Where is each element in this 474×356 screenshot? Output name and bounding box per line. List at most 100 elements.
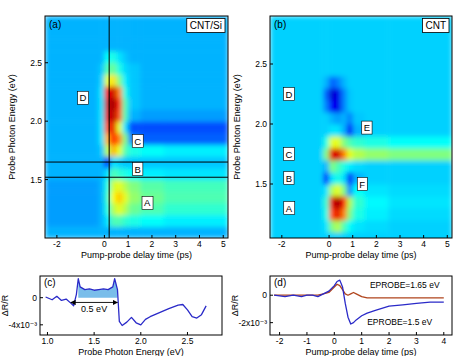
heatmap-cell bbox=[104, 133, 110, 145]
heatmap-cell bbox=[347, 112, 353, 125]
sample-label-box bbox=[187, 19, 225, 33]
annotation: 0.5 eV bbox=[81, 304, 107, 314]
x-tick bbox=[56, 235, 57, 238]
heatmap-cell bbox=[347, 160, 353, 173]
heatmap-cell bbox=[116, 203, 122, 215]
heatmap-cell bbox=[128, 63, 140, 75]
x-tick bbox=[376, 235, 377, 238]
heatmap-cell bbox=[365, 172, 389, 185]
x-tick bbox=[47, 332, 48, 335]
heatmap-cell bbox=[335, 184, 341, 197]
peak-label: C bbox=[283, 148, 294, 161]
heatmap-cell bbox=[323, 196, 329, 209]
heatmap-cell bbox=[341, 124, 347, 137]
heatmap-cell bbox=[164, 63, 228, 75]
heatmap-cell bbox=[341, 148, 347, 161]
heatmap-cell bbox=[329, 136, 335, 149]
heatmap-cell bbox=[335, 136, 341, 149]
heatmap-cell bbox=[341, 52, 347, 65]
heatmap-cell bbox=[347, 76, 353, 89]
heatmap-cell bbox=[353, 136, 365, 149]
heatmap-cell bbox=[323, 88, 329, 101]
x-tick bbox=[175, 235, 176, 238]
heatmap-cell bbox=[140, 63, 164, 75]
heatmap-cell bbox=[164, 121, 228, 133]
heatmap-cell bbox=[270, 148, 324, 161]
heatmap-cell bbox=[110, 51, 116, 63]
y-tick bbox=[270, 64, 273, 65]
heatmap-cell bbox=[270, 232, 324, 238]
x-tick-label: 4 bbox=[441, 336, 446, 346]
heatmap-cell bbox=[335, 124, 341, 137]
heatmap-cell bbox=[270, 136, 324, 149]
heatmap-cell bbox=[122, 215, 128, 227]
heatmap-cell bbox=[98, 215, 104, 227]
heatmap-cell bbox=[388, 112, 452, 125]
x-tick bbox=[306, 332, 307, 335]
x-tick-label: -2 bbox=[278, 239, 286, 249]
heatmap-cell bbox=[365, 76, 389, 89]
heatmap-cell bbox=[104, 191, 110, 203]
heatmap-cell bbox=[341, 112, 347, 125]
y-tick bbox=[270, 184, 273, 185]
heatmap-cell bbox=[98, 16, 104, 28]
heatmap-cell bbox=[329, 40, 335, 53]
series-label: EPROBE=1.5 eV bbox=[367, 317, 432, 327]
heatmap-cell bbox=[116, 86, 122, 98]
x-tick bbox=[400, 235, 401, 238]
heatmap-cell bbox=[353, 208, 365, 221]
heatmap-cell bbox=[323, 40, 329, 53]
heatmap-cell bbox=[329, 16, 335, 29]
cut-line bbox=[109, 16, 110, 238]
heatmap-cell bbox=[122, 28, 128, 40]
heatmap-cell bbox=[45, 215, 99, 227]
peak-label: A bbox=[284, 202, 295, 215]
heatmap-cell bbox=[329, 88, 335, 101]
heatmap-cell bbox=[140, 16, 164, 28]
heatmap-cell bbox=[323, 172, 329, 185]
x-axis-title: Probe Photon Energy (eV) bbox=[78, 347, 184, 356]
peak-label: B bbox=[284, 172, 294, 185]
peak-label-text: B bbox=[135, 164, 141, 175]
x-tick-label: 1 bbox=[126, 239, 131, 249]
heatmap-cell bbox=[329, 148, 335, 161]
heatmap-cell bbox=[122, 39, 128, 51]
x-tick bbox=[187, 332, 188, 335]
heatmap-cell bbox=[45, 109, 99, 121]
heatmap-cell bbox=[323, 148, 329, 161]
heatmap-cell bbox=[323, 220, 329, 233]
y-axis-title: Probe Photon Energy (eV) bbox=[232, 74, 242, 180]
x-tick bbox=[151, 235, 152, 238]
heatmap-cell bbox=[388, 148, 452, 161]
heatmap-cell bbox=[347, 220, 353, 233]
heatmap-cell bbox=[128, 121, 140, 133]
heatmap-cell bbox=[347, 88, 353, 101]
heatmap-cell bbox=[335, 52, 341, 65]
heatmap-cell bbox=[164, 203, 228, 215]
heatmap-cell bbox=[323, 28, 329, 41]
heatmap-cell bbox=[104, 109, 110, 121]
heatmap-cell bbox=[110, 109, 116, 121]
heatmap-cell bbox=[329, 28, 335, 41]
heatmap-cell bbox=[116, 109, 122, 121]
plot-frame bbox=[270, 16, 452, 238]
heatmap-cell bbox=[140, 133, 164, 145]
heatmap-cell bbox=[335, 208, 341, 221]
x-tick-label: 1 bbox=[359, 336, 364, 346]
x-axis-title: Pump-probe delay time (ps) bbox=[305, 250, 416, 260]
heatmap-cell bbox=[335, 196, 341, 209]
heatmap-cell bbox=[353, 28, 365, 41]
heatmap-cell bbox=[45, 226, 99, 238]
figure: -20123451.52.02.5Pump-probe delay time (… bbox=[0, 0, 474, 356]
heatmap-cell bbox=[335, 76, 341, 89]
x-tick-label: 0 bbox=[327, 239, 332, 249]
heatmap-cell bbox=[365, 208, 389, 221]
heatmap-cell bbox=[347, 208, 353, 221]
x-tick bbox=[223, 235, 224, 238]
heatmap-cell bbox=[353, 232, 365, 238]
heatmap-cell bbox=[270, 160, 324, 173]
heatmap-cell bbox=[388, 196, 452, 209]
heatmap-cell bbox=[347, 184, 353, 197]
heatmap-cell bbox=[388, 124, 452, 137]
heatmap-cell bbox=[347, 100, 353, 113]
